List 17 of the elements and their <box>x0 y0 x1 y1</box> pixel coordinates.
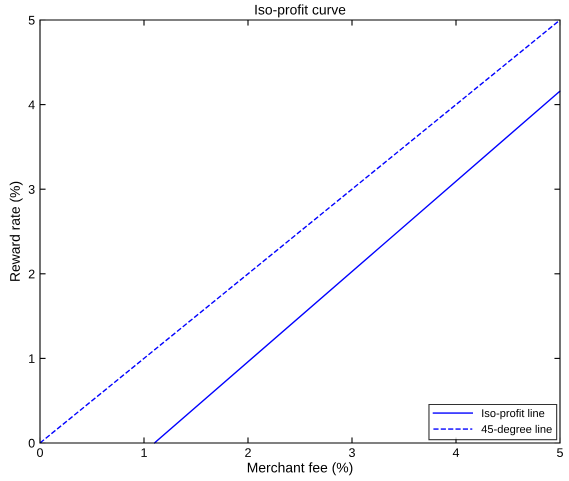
x-tick-label: 5 <box>557 448 563 458</box>
x-tick-label: 0 <box>37 448 43 458</box>
y-tick-label: 5 <box>28 16 35 25</box>
x-tick-label: 4 <box>452 448 460 457</box>
y-tick-label: 2 <box>28 270 35 278</box>
y-axis-title: Reward rate (%) <box>10 182 23 281</box>
legend-label: Iso-profit line <box>482 408 544 420</box>
x-tick-label: 2 <box>245 448 251 457</box>
y-tick-label: 3 <box>28 185 35 194</box>
chart-title: Iso-profit curve <box>255 4 346 18</box>
x-axis-title: Merchant fee (%) <box>248 462 352 476</box>
legend-label: 45-degree line <box>481 424 552 436</box>
y-tick-label: 0 <box>28 438 35 448</box>
x-tick-label: 3 <box>349 448 355 458</box>
y-tick-label: 4 <box>28 100 35 110</box>
x-tick-label: 1 <box>141 448 147 457</box>
y-tick-label: 1 <box>29 354 35 363</box>
